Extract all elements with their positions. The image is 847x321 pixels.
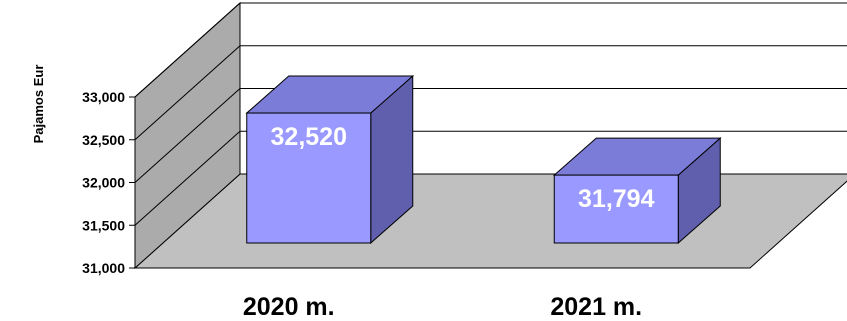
chart-walls (133, 1, 847, 270)
y-tick-label: 32,500 (82, 132, 125, 148)
bar-front-face (246, 112, 372, 244)
gridline-side (134, 130, 241, 226)
value-axis: 31,000 31,500 32,000 32,500 33,000 (82, 89, 750, 276)
y-tick-label: 32,000 (82, 175, 125, 191)
x-tick-label: 2021 m. (550, 293, 642, 321)
y-tick-label: 33,000 (82, 89, 125, 105)
y-axis-title: Pajamos Eur (31, 65, 46, 144)
gridline-side (134, 2, 241, 98)
category-axis: 2020 m. 2021 m. (243, 293, 642, 321)
chart-floor (133, 173, 847, 269)
data-label: 31,794 (578, 185, 655, 213)
y-tick-label: 31,500 (82, 217, 125, 233)
y-tick-label: 31,000 (82, 260, 125, 276)
bar-front-face (553, 174, 679, 244)
x-tick-label: 2020 m. (243, 293, 335, 321)
gridline-side (134, 88, 241, 183)
data-label: 32,520 (271, 123, 347, 151)
chart-bars: 32,520 31,794 (245, 74, 722, 245)
bar: 31,794 (552, 137, 722, 245)
gridline-side (134, 45, 241, 141)
bar: 32,520 (245, 74, 415, 245)
